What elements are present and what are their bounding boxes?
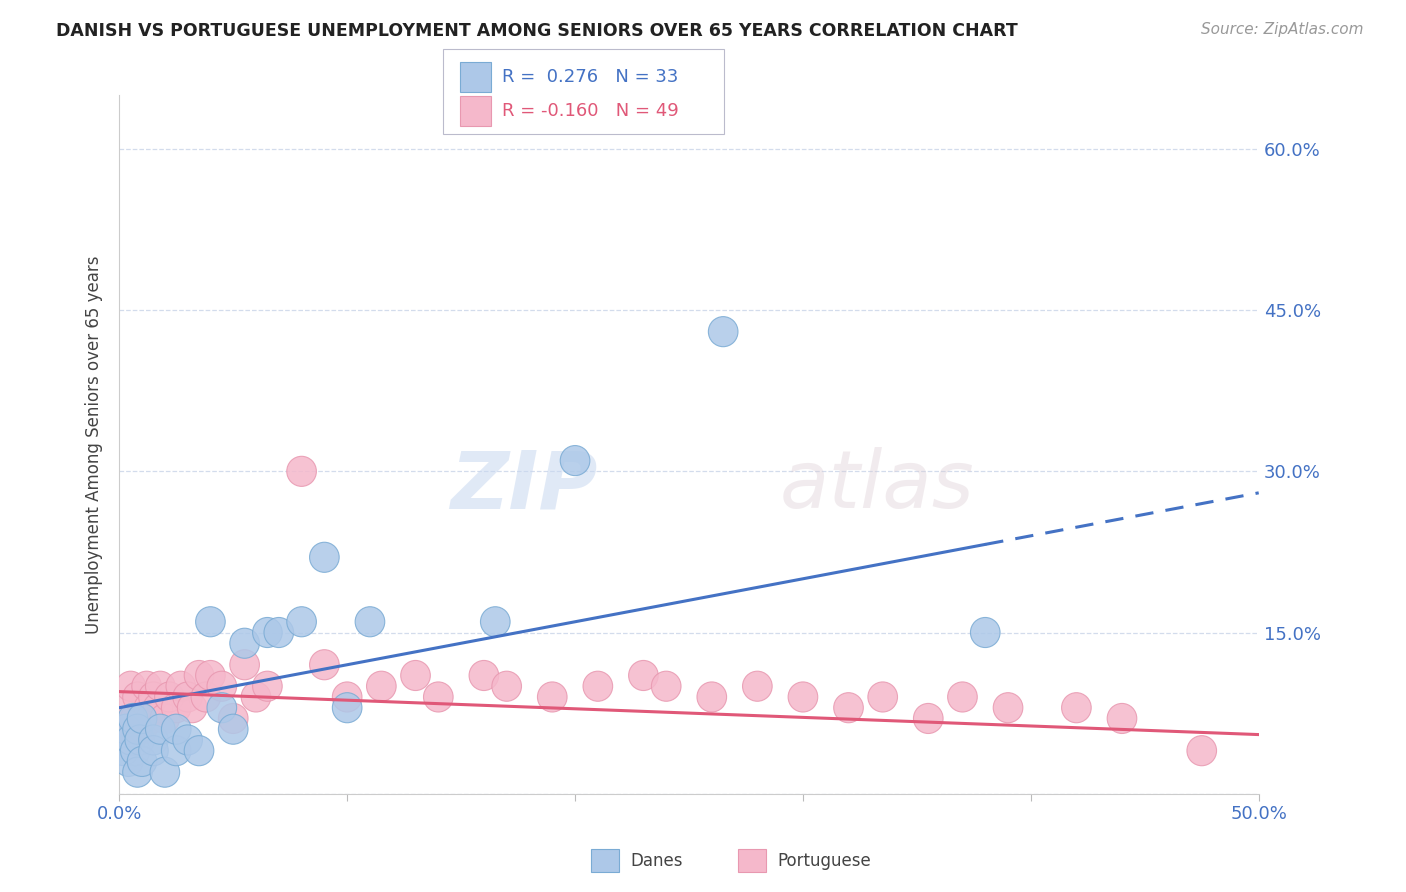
Ellipse shape xyxy=(139,736,169,765)
Ellipse shape xyxy=(583,671,613,701)
Ellipse shape xyxy=(868,681,897,712)
Ellipse shape xyxy=(287,607,316,637)
Ellipse shape xyxy=(128,747,157,776)
Ellipse shape xyxy=(150,704,180,733)
Ellipse shape xyxy=(709,317,738,347)
Ellipse shape xyxy=(470,660,499,690)
Ellipse shape xyxy=(177,693,207,723)
Ellipse shape xyxy=(1187,736,1216,765)
Ellipse shape xyxy=(195,660,225,690)
Ellipse shape xyxy=(150,757,180,788)
Ellipse shape xyxy=(173,681,202,712)
Ellipse shape xyxy=(218,704,247,733)
Ellipse shape xyxy=(136,704,166,733)
Ellipse shape xyxy=(162,736,191,765)
Ellipse shape xyxy=(155,681,184,712)
Ellipse shape xyxy=(173,725,202,755)
Ellipse shape xyxy=(111,714,141,744)
Ellipse shape xyxy=(356,607,385,637)
Ellipse shape xyxy=(111,693,141,723)
Ellipse shape xyxy=(367,671,396,701)
Ellipse shape xyxy=(145,671,176,701)
Ellipse shape xyxy=(122,714,152,744)
Ellipse shape xyxy=(697,681,727,712)
Ellipse shape xyxy=(143,693,173,723)
Ellipse shape xyxy=(134,693,163,723)
Ellipse shape xyxy=(128,704,157,733)
Ellipse shape xyxy=(115,725,145,755)
Ellipse shape xyxy=(628,660,658,690)
Ellipse shape xyxy=(207,671,236,701)
Ellipse shape xyxy=(122,681,152,712)
Ellipse shape xyxy=(118,704,148,733)
Ellipse shape xyxy=(309,542,339,573)
Ellipse shape xyxy=(139,725,169,755)
Text: Source: ZipAtlas.com: Source: ZipAtlas.com xyxy=(1201,22,1364,37)
Ellipse shape xyxy=(242,681,271,712)
Ellipse shape xyxy=(742,671,772,701)
Ellipse shape xyxy=(1107,704,1137,733)
Ellipse shape xyxy=(560,445,591,475)
Y-axis label: Unemployment Among Seniors over 65 years: Unemployment Among Seniors over 65 years xyxy=(86,255,103,633)
Ellipse shape xyxy=(651,671,681,701)
Ellipse shape xyxy=(110,714,139,744)
Ellipse shape xyxy=(253,617,283,648)
Ellipse shape xyxy=(218,714,247,744)
Ellipse shape xyxy=(162,714,191,744)
Ellipse shape xyxy=(423,681,453,712)
Text: atlas: atlas xyxy=(780,448,974,525)
Ellipse shape xyxy=(139,681,169,712)
Ellipse shape xyxy=(115,671,145,701)
Ellipse shape xyxy=(914,704,943,733)
Text: Portuguese: Portuguese xyxy=(778,852,872,870)
Ellipse shape xyxy=(191,681,221,712)
Ellipse shape xyxy=(122,757,152,788)
Ellipse shape xyxy=(184,660,214,690)
Text: DANISH VS PORTUGUESE UNEMPLOYMENT AMONG SENIORS OVER 65 YEARS CORRELATION CHART: DANISH VS PORTUGUESE UNEMPLOYMENT AMONG … xyxy=(56,22,1018,40)
Ellipse shape xyxy=(834,693,863,723)
Ellipse shape xyxy=(993,693,1022,723)
Ellipse shape xyxy=(229,628,260,658)
Ellipse shape xyxy=(132,671,162,701)
Ellipse shape xyxy=(492,671,522,701)
Ellipse shape xyxy=(114,747,143,776)
Ellipse shape xyxy=(253,671,283,701)
Ellipse shape xyxy=(481,607,510,637)
Ellipse shape xyxy=(121,736,150,765)
Ellipse shape xyxy=(162,693,191,723)
Text: ZIP: ZIP xyxy=(450,448,598,525)
Ellipse shape xyxy=(970,617,1000,648)
Ellipse shape xyxy=(789,681,818,712)
Ellipse shape xyxy=(332,693,361,723)
Ellipse shape xyxy=(184,736,214,765)
Ellipse shape xyxy=(229,649,260,680)
Ellipse shape xyxy=(207,693,236,723)
Ellipse shape xyxy=(537,681,567,712)
Ellipse shape xyxy=(287,457,316,486)
Ellipse shape xyxy=(1062,693,1091,723)
Text: R = -0.160   N = 49: R = -0.160 N = 49 xyxy=(502,102,679,120)
Ellipse shape xyxy=(948,681,977,712)
Ellipse shape xyxy=(145,714,176,744)
Ellipse shape xyxy=(309,649,339,680)
Ellipse shape xyxy=(166,671,195,701)
Text: Danes: Danes xyxy=(630,852,682,870)
Ellipse shape xyxy=(332,681,361,712)
Ellipse shape xyxy=(195,607,225,637)
Text: R =  0.276   N = 33: R = 0.276 N = 33 xyxy=(502,68,678,87)
Ellipse shape xyxy=(125,725,155,755)
Ellipse shape xyxy=(121,704,150,733)
Ellipse shape xyxy=(128,714,157,744)
Ellipse shape xyxy=(401,660,430,690)
Ellipse shape xyxy=(264,617,294,648)
Ellipse shape xyxy=(110,736,139,765)
